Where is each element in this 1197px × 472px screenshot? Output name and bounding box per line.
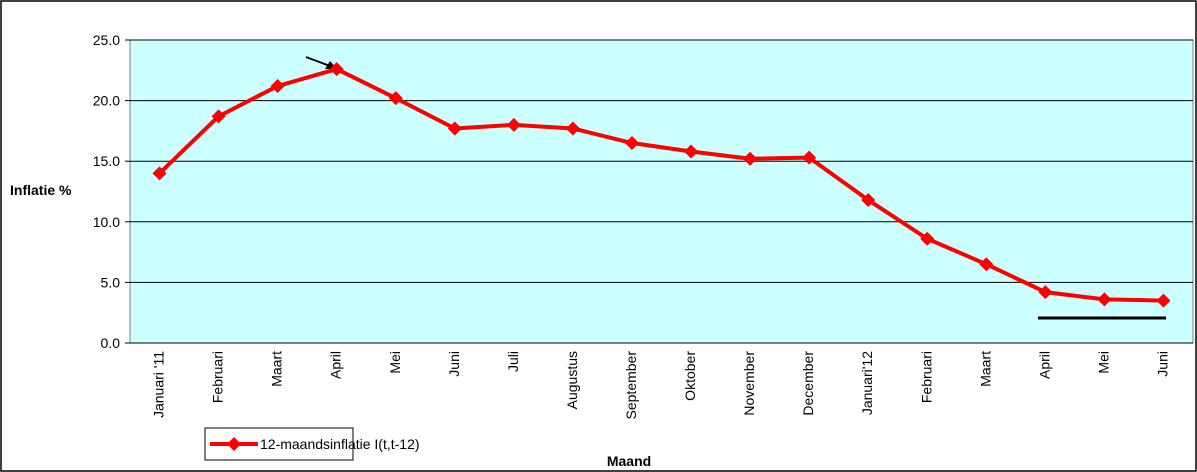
x-tick-label: November: [741, 351, 757, 416]
annotation-arrow: [305, 56, 331, 67]
marker: [1038, 285, 1053, 300]
x-tick-label: Juli: [505, 351, 521, 372]
marker: [152, 166, 167, 181]
y-tick-label: 5.0: [101, 274, 121, 290]
marker: [329, 62, 344, 77]
marker: [684, 144, 699, 159]
series-line: [158, 67, 1164, 303]
marker: [270, 79, 285, 94]
marker: [979, 257, 994, 272]
x-tick-label: Oktober: [682, 351, 698, 401]
x-tick-label: Februari: [210, 351, 226, 403]
marker: [506, 117, 521, 132]
marker: [802, 150, 817, 165]
x-tick-label: December: [800, 351, 816, 416]
x-tick-label: Mei: [1095, 351, 1111, 374]
x-tick-label: September: [623, 351, 639, 420]
x-tick-label: Maart: [269, 351, 285, 387]
y-axis-label: Inflatie %: [10, 182, 72, 198]
y-tick-label: 25.0: [93, 32, 120, 48]
marker: [1097, 292, 1112, 307]
x-tick-label: April: [1036, 351, 1052, 379]
x-tick-label: Juni: [1154, 351, 1170, 377]
marker: [211, 109, 226, 124]
y-tick-label: 0.0: [101, 335, 121, 351]
y-tick-label: 15.0: [93, 153, 120, 169]
marker: [388, 91, 403, 106]
x-tick-label: Januari'12: [859, 351, 875, 415]
marker: [743, 151, 758, 166]
x-tick-label: Maart: [977, 351, 993, 387]
x-axis-label: Maand: [607, 453, 651, 469]
marker: [447, 121, 462, 136]
legend-label: 12-maandsinflatie I(t,t-12): [260, 436, 420, 452]
x-tick-label: April: [328, 351, 344, 379]
plot-area: [129, 39, 1194, 344]
x-tick-label: Mei: [387, 351, 403, 374]
y-tick-label: 20.0: [93, 93, 120, 109]
marker: [624, 136, 639, 151]
legend-marker: [227, 437, 241, 451]
x-tick-label: Februari: [918, 351, 934, 403]
x-tick-label: Juni: [446, 351, 462, 377]
marker: [920, 231, 935, 246]
y-tick-label: 10.0: [93, 214, 120, 230]
x-tick-label: Januari '11: [151, 351, 167, 418]
marker: [565, 121, 580, 136]
marker: [861, 192, 876, 207]
marker: [1156, 293, 1171, 308]
x-tick-label: Augustus: [564, 351, 580, 409]
